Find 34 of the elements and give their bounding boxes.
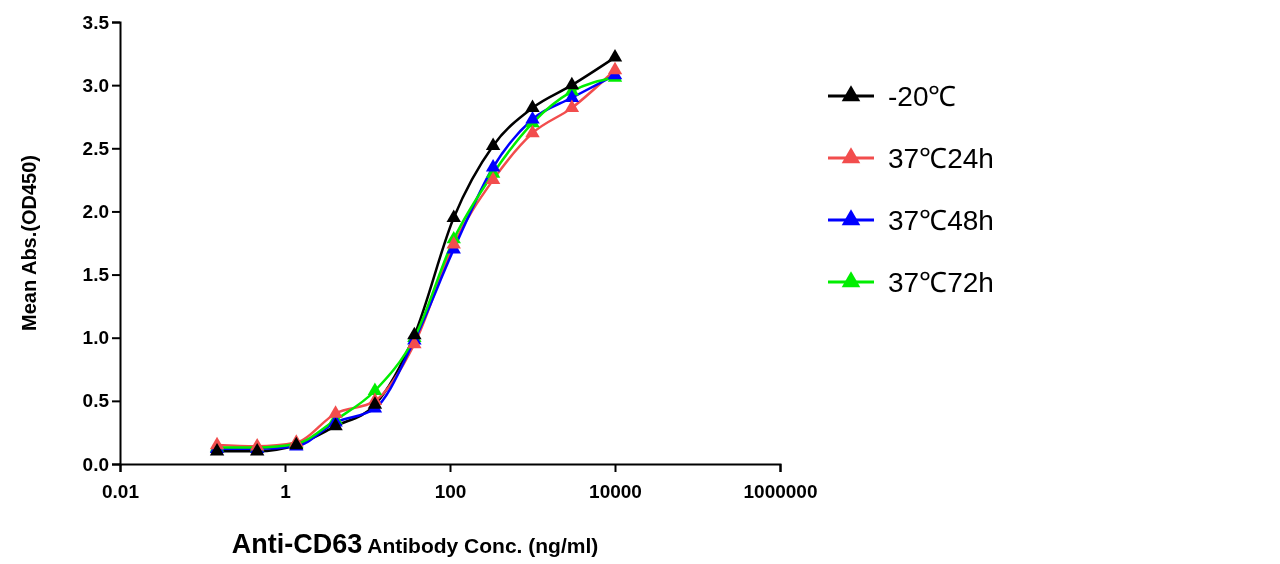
x-tick-label: 1000000 <box>743 480 818 502</box>
point <box>485 171 501 185</box>
y-tick-label: 0.5 <box>82 390 110 412</box>
y-tick-label: 2.5 <box>82 137 110 159</box>
legend-label: 37℃72h <box>888 267 994 298</box>
point <box>367 396 383 409</box>
x-axis-title: Anti-CD63 Antibody Conc. (ng/ml) <box>231 529 599 559</box>
point <box>525 124 540 138</box>
y-tick-label: 3.5 <box>82 11 110 33</box>
x-tick-label: 1 <box>280 480 292 502</box>
legend-label: -20℃ <box>888 81 957 112</box>
x-tick-label: 0.01 <box>102 480 140 502</box>
legend-label: 37℃24h <box>888 143 994 174</box>
point <box>564 89 580 102</box>
y-tick-label: 1.5 <box>82 264 110 286</box>
point <box>328 405 343 418</box>
y-tick-label: 0.0 <box>82 453 109 475</box>
legend-label: 37℃48h <box>888 205 994 236</box>
point <box>446 235 461 249</box>
point <box>446 209 461 222</box>
point <box>328 417 343 431</box>
point <box>525 110 540 124</box>
y-tick-label: 1.0 <box>82 327 109 349</box>
point <box>367 382 383 395</box>
point <box>525 99 540 113</box>
y-tick-label: 3.0 <box>82 74 109 96</box>
point <box>485 137 501 150</box>
x-tick-label: 10000 <box>589 480 642 502</box>
y-tick-label: 2.0 <box>82 201 109 223</box>
point <box>564 76 580 90</box>
point <box>485 158 501 172</box>
point <box>564 99 580 113</box>
x-tick-label: 100 <box>434 480 467 502</box>
y-axis-title: Mean Abs.(OD450) <box>18 155 40 331</box>
